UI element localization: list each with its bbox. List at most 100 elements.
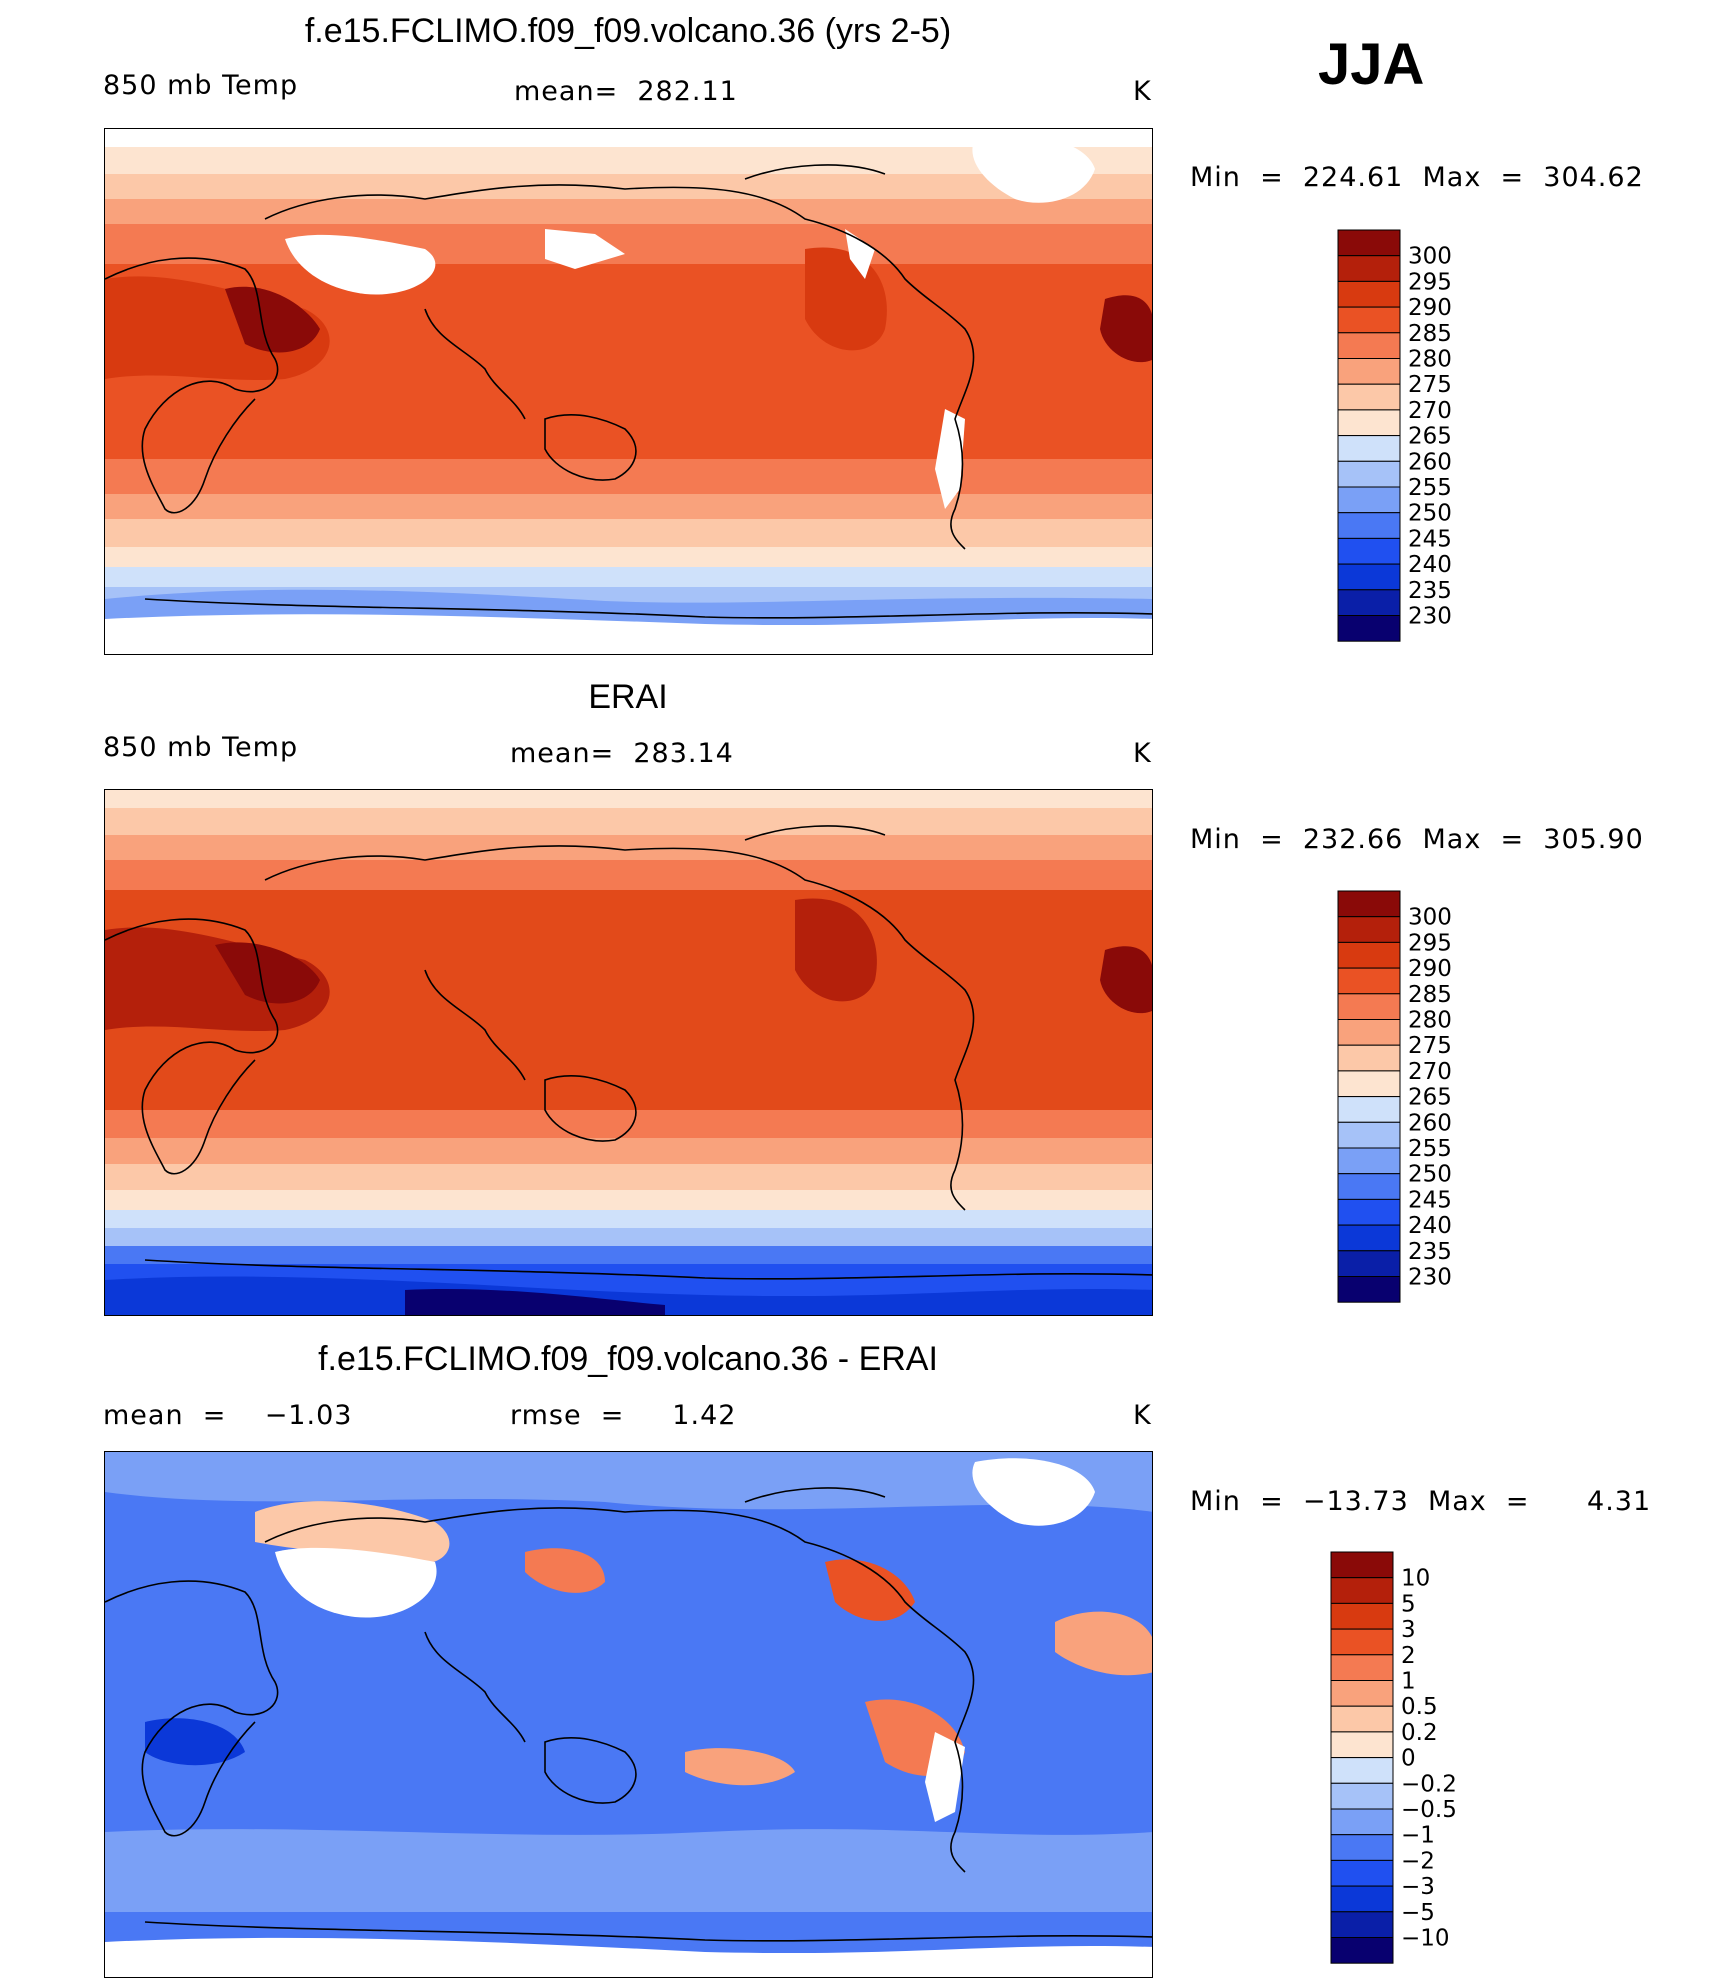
panel-3-map-svg (105, 1452, 1152, 1977)
panel-1-field-band-260s (105, 567, 1152, 589)
panel-1-coastlines (105, 164, 1152, 619)
panel-2-field-band-285n (105, 860, 1152, 890)
panel-1-mean-label: mean= 282.11 (514, 76, 738, 107)
colorbar-swatch (1337, 383, 1401, 411)
panel-1-field-band-285n (105, 224, 1152, 264)
colorbar-tick-label: 250 (1408, 501, 1452, 527)
colorbar-tick-label: 0.2 (1401, 1720, 1438, 1746)
panel-1-field-rockies-masked (845, 229, 875, 279)
panel-1-field-band-285s (105, 459, 1152, 499)
panel-2-field-band-275s (105, 1164, 1152, 1192)
colorbar-tick-label: 295 (1408, 930, 1452, 956)
colorbar-tick-label: 0.5 (1401, 1694, 1438, 1720)
panel-3-field-east-asia-warm (525, 1548, 605, 1593)
colorbar-tick-label: 255 (1408, 475, 1452, 501)
panel-2-map-svg (105, 790, 1152, 1315)
panel-2-coastlines (105, 825, 1152, 1280)
panel-3-field-greenland-masked (972, 1458, 1095, 1526)
panel-3-field-namerica-warm (825, 1559, 915, 1621)
colorbar-tick-label: 235 (1408, 1239, 1452, 1265)
colorbar-swatch (1337, 306, 1401, 334)
panel-2-field-band-255s (105, 1228, 1152, 1248)
colorbar-swatch (1337, 1198, 1401, 1226)
colorbar-tick-label: 240 (1408, 1213, 1452, 1239)
colorbar-swatch (1330, 1577, 1394, 1604)
colorbar-swatch (1337, 615, 1401, 642)
colorbar-tick-label: 275 (1408, 1033, 1452, 1059)
panel-2-field-band-265 (105, 790, 1152, 810)
panel-1-colorbar-svg: 3002952902852802752702652602552502452402… (1337, 229, 1452, 642)
colorbar-swatch (1337, 1276, 1401, 1303)
colorbar-tick-label: −0.2 (1401, 1771, 1457, 1797)
colorbar-tick-label: 235 (1408, 578, 1452, 604)
colorbar-tick-label: 3 (1401, 1617, 1416, 1643)
colorbar-swatch (1337, 1250, 1401, 1277)
panel-1-title: f.e15.FCLIMO.f09_f09.volcano.36 (yrs 2-5… (304, 12, 952, 50)
colorbar-tick-label: 260 (1408, 1110, 1452, 1136)
panel-3-field-andes-masked (925, 1732, 965, 1822)
colorbar-swatch (1330, 1551, 1394, 1579)
panel-2-minmax: Min = 232.66 Max = 305.90 (1190, 824, 1644, 855)
colorbar-tick-label: 285 (1408, 321, 1452, 347)
panel-2-variable-label: 850 mb Temp (103, 732, 299, 763)
colorbar-swatch (1337, 1173, 1401, 1200)
colorbar-tick-label: 300 (1408, 244, 1452, 270)
colorbar-swatch (1337, 1121, 1401, 1149)
panel-2-field-antarctica-cold (105, 1276, 1152, 1315)
panel-1-field-antarctica (105, 614, 1152, 654)
colorbar-swatch (1330, 1834, 1394, 1861)
colorbar-tick-label: 2 (1401, 1643, 1416, 1669)
panel-1-field-greenland-masked (972, 135, 1095, 203)
colorbar-tick-label: 290 (1408, 956, 1452, 982)
colorbar-tick-label: 270 (1408, 1059, 1452, 1085)
colorbar-swatch (1330, 1602, 1394, 1630)
colorbar-tick-label: 250 (1408, 1162, 1452, 1188)
panel-2-field-band-265s (105, 1190, 1152, 1212)
colorbar-swatch (1330, 1885, 1394, 1913)
panel-1-field-tibet-masked (285, 234, 436, 295)
panel-3-field-atlantic-warm (1055, 1611, 1152, 1676)
colorbar-swatch (1337, 435, 1401, 462)
colorbar-tick-label: 275 (1408, 372, 1452, 398)
panel-3-field-tibet-masked (275, 1547, 437, 1618)
panel-1-unit-label: K (1133, 76, 1152, 107)
colorbar-swatch (1337, 409, 1401, 437)
colorbar-tick-label: 245 (1408, 526, 1452, 552)
colorbar-swatch (1337, 1096, 1401, 1123)
colorbar-tick-label: 230 (1408, 1265, 1452, 1291)
panel-1-colorbar: 300 295 290 285 280 275 270 265 260 255 250 245 240 2… (1337, 229, 1458, 645)
colorbar-swatch (1337, 460, 1401, 488)
panel-2-title: ERAI (588, 678, 668, 716)
panel-1-field-arabia-hot (225, 286, 320, 353)
colorbar-swatch (1337, 229, 1401, 257)
colorbar-tick-label: 265 (1408, 424, 1452, 450)
panel-2-colorbar: 300 295 290 285 280 275 270 265 260 255 250 245 240 2… (1337, 890, 1458, 1306)
colorbar-tick-label: −3 (1401, 1874, 1435, 1900)
colorbar-swatch (1330, 1680, 1394, 1707)
colorbar-swatch (1337, 486, 1401, 514)
colorbar-tick-label: 260 (1408, 449, 1452, 475)
panel-2-map (104, 789, 1153, 1316)
panel-2-field-band-285s (105, 1110, 1152, 1140)
panel-2-unit-label: K (1133, 738, 1152, 769)
colorbar-tick-label: 245 (1408, 1187, 1452, 1213)
panel-1-field-arctic-cap (105, 129, 1152, 149)
colorbar-tick-label: 5 (1401, 1591, 1416, 1617)
colorbar-tick-label: 300 (1408, 905, 1452, 931)
panel-3-rmse-label: rmse = 1.42 (510, 1400, 737, 1431)
colorbar-swatch (1337, 537, 1401, 565)
colorbar-swatch (1337, 967, 1401, 995)
panel-1-field-mongolia-masked (545, 229, 625, 269)
colorbar-tick-label: 255 (1408, 1136, 1452, 1162)
panel-2-field-namerica-hot (795, 898, 877, 1002)
panel-3-mean-label: mean = −1.03 (103, 1400, 353, 1431)
colorbar-tick-label: 240 (1408, 552, 1452, 578)
colorbar-tick-label: 230 (1408, 604, 1452, 630)
colorbar-tick-label: 0 (1401, 1746, 1416, 1772)
colorbar-swatch (1337, 255, 1401, 282)
colorbar-tick-label: −0.5 (1401, 1797, 1457, 1823)
panel-3-field-africa-cold (145, 1718, 245, 1766)
colorbar-swatch (1337, 589, 1401, 616)
colorbar-swatch (1337, 1224, 1401, 1252)
panel-1-field-band-280 (105, 199, 1152, 227)
